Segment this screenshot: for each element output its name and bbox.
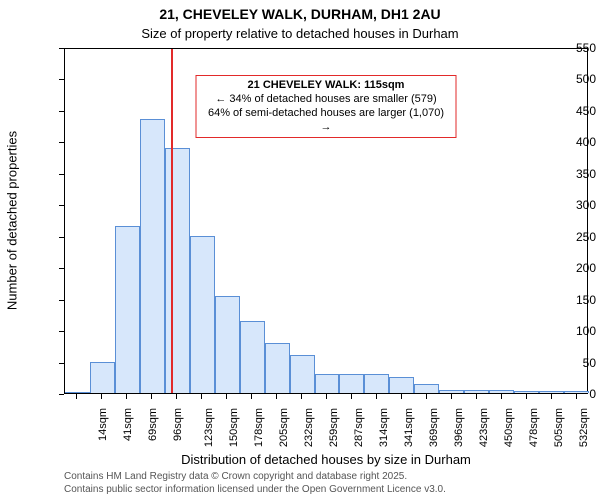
histogram-bar xyxy=(90,362,115,393)
chart-container: 21, CHEVELEY WALK, DURHAM, DH1 2AU Size … xyxy=(0,0,600,500)
xtick-mark xyxy=(501,394,502,399)
histogram-bar xyxy=(65,392,90,393)
footer-line-2: Contains public sector information licen… xyxy=(64,483,446,496)
xtick-label: 478sqm xyxy=(528,408,540,447)
ytick-mark xyxy=(59,331,64,332)
ytick-mark xyxy=(59,363,64,364)
y-axis-label: Number of detached properties xyxy=(5,48,20,394)
ytick-mark xyxy=(59,268,64,269)
ytick-mark xyxy=(59,205,64,206)
xtick-label: 532sqm xyxy=(578,408,590,447)
histogram-bar xyxy=(140,119,165,393)
xtick-mark xyxy=(276,394,277,399)
xtick-mark xyxy=(76,394,77,399)
ytick-label: 250 xyxy=(540,230,596,244)
xtick-mark xyxy=(426,394,427,399)
ytick-mark xyxy=(59,79,64,80)
histogram-bar xyxy=(439,390,464,393)
xtick-mark xyxy=(526,394,527,399)
xtick-label: 423sqm xyxy=(478,408,490,447)
xtick-label: 287sqm xyxy=(353,408,365,447)
xtick-label: 341sqm xyxy=(403,408,415,447)
ytick-label: 100 xyxy=(540,324,596,338)
plot-area: 21 CHEVELEY WALK: 115sqm ← 34% of detach… xyxy=(64,48,588,394)
xtick-label: 96sqm xyxy=(172,408,184,441)
xtick-mark xyxy=(176,394,177,399)
ytick-mark xyxy=(59,394,64,395)
xtick-mark xyxy=(551,394,552,399)
annotation-title: 21 CHEVELEY WALK: 115sqm xyxy=(203,79,450,93)
xtick-label: 505sqm xyxy=(553,408,565,447)
property-marker-line xyxy=(171,49,173,393)
xtick-label: 123sqm xyxy=(203,408,215,447)
xtick-label: 205sqm xyxy=(278,408,290,447)
title-sub: Size of property relative to detached ho… xyxy=(0,26,600,41)
xtick-mark xyxy=(201,394,202,399)
ytick-mark xyxy=(59,237,64,238)
xtick-label: 259sqm xyxy=(328,408,340,447)
ytick-mark xyxy=(59,300,64,301)
xtick-label: 314sqm xyxy=(378,408,390,447)
histogram-bar xyxy=(165,148,190,393)
ytick-mark xyxy=(59,142,64,143)
xtick-mark xyxy=(326,394,327,399)
xtick-label: 178sqm xyxy=(253,408,265,447)
xtick-label: 396sqm xyxy=(453,408,465,447)
xtick-mark xyxy=(126,394,127,399)
ytick-label: 200 xyxy=(540,261,596,275)
histogram-bar xyxy=(190,236,215,393)
xtick-mark xyxy=(451,394,452,399)
footer-note: Contains HM Land Registry data © Crown c… xyxy=(64,470,446,496)
histogram-bar xyxy=(514,391,539,393)
ytick-label: 450 xyxy=(540,104,596,118)
ytick-label: 550 xyxy=(540,41,596,55)
xtick-mark xyxy=(101,394,102,399)
ytick-mark xyxy=(59,111,64,112)
histogram-bar xyxy=(215,296,240,394)
xtick-mark xyxy=(376,394,377,399)
xtick-label: 232sqm xyxy=(303,408,315,447)
histogram-bar xyxy=(339,374,364,393)
xtick-label: 69sqm xyxy=(147,408,159,441)
xtick-mark xyxy=(226,394,227,399)
xtick-label: 150sqm xyxy=(228,408,240,447)
annotation-box: 21 CHEVELEY WALK: 115sqm ← 34% of detach… xyxy=(196,75,457,138)
annotation-line-1: ← 34% of detached houses are smaller (57… xyxy=(203,93,450,107)
ytick-label: 150 xyxy=(540,293,596,307)
histogram-bar xyxy=(364,374,389,393)
xtick-mark xyxy=(576,394,577,399)
ytick-label: 300 xyxy=(540,198,596,212)
xtick-label: 369sqm xyxy=(428,408,440,447)
histogram-bar xyxy=(464,390,489,393)
histogram-bar xyxy=(240,321,265,393)
histogram-bar xyxy=(489,390,514,393)
histogram-bar xyxy=(115,226,140,393)
ytick-mark xyxy=(59,174,64,175)
xtick-label: 450sqm xyxy=(503,408,515,447)
ytick-label: 400 xyxy=(540,135,596,149)
histogram-bar xyxy=(414,384,439,393)
ytick-mark xyxy=(59,48,64,49)
footer-line-1: Contains HM Land Registry data © Crown c… xyxy=(64,470,446,483)
xtick-label: 41sqm xyxy=(122,408,134,441)
xtick-mark xyxy=(151,394,152,399)
xtick-mark xyxy=(301,394,302,399)
ytick-label: 50 xyxy=(540,356,596,370)
histogram-bar xyxy=(265,343,290,393)
histogram-bar xyxy=(290,355,315,393)
x-axis-label: Distribution of detached houses by size … xyxy=(64,452,588,467)
histogram-bar xyxy=(389,377,414,393)
xtick-mark xyxy=(351,394,352,399)
xtick-mark xyxy=(476,394,477,399)
xtick-label: 14sqm xyxy=(98,408,110,441)
xtick-mark xyxy=(401,394,402,399)
xtick-mark xyxy=(251,394,252,399)
ytick-label: 0 xyxy=(540,387,596,401)
ytick-label: 350 xyxy=(540,167,596,181)
title-main: 21, CHEVELEY WALK, DURHAM, DH1 2AU xyxy=(0,6,600,22)
annotation-line-2: 64% of semi-detached houses are larger (… xyxy=(203,107,450,135)
ytick-label: 500 xyxy=(540,72,596,86)
histogram-bar xyxy=(315,374,340,393)
